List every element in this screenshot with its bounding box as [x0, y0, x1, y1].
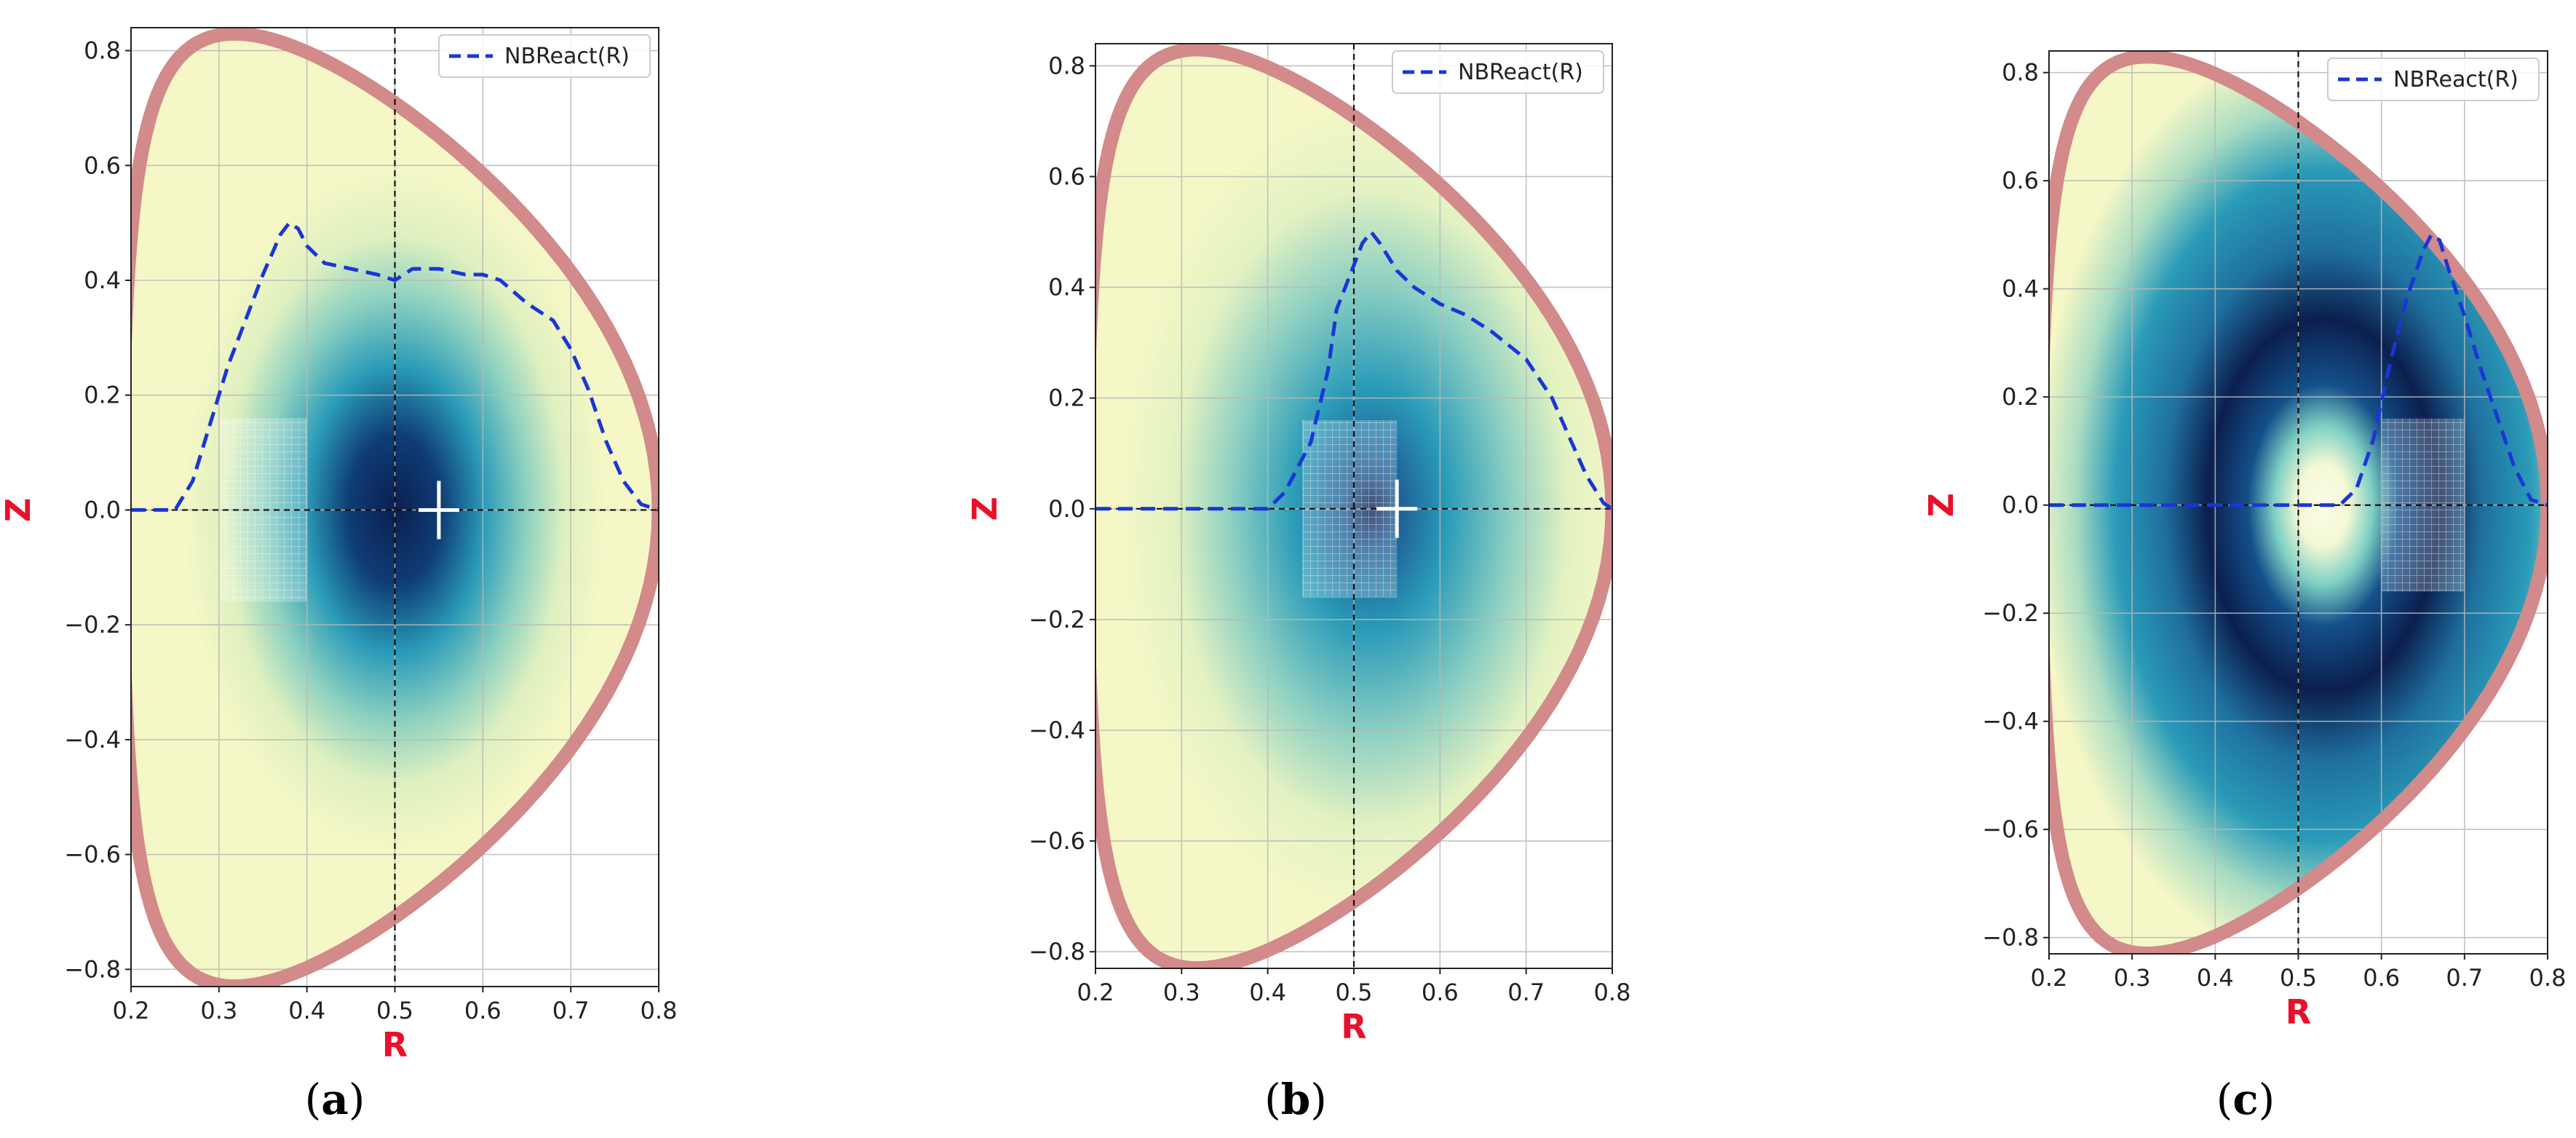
x-tick-label: 0.7 [1507, 979, 1545, 1006]
legend-box [438, 34, 651, 78]
panel-c: 0.2 0.3 0.4 0.5 0.6 0.7 0.8 0.8 0.6 0.4 0.2 0.0 −0.2… [1922, 50, 2567, 1124]
legend-label-nbreact: NBReact(R) [2393, 67, 2518, 92]
y-tick-label: −0.8 [64, 955, 121, 983]
legend: NBReact(R) [2327, 58, 2540, 101]
x-tick-label: 0.4 [288, 997, 325, 1024]
caption-paren-open: ( [305, 1075, 322, 1124]
y-tick-label: 0.0 [1048, 495, 1085, 523]
y-tick-label: −0.8 [1982, 924, 2039, 952]
legend: NBReact(R) [438, 34, 651, 78]
caption-letter: b [1281, 1075, 1311, 1124]
y-tick-label: 0.6 [84, 151, 121, 179]
y-tick-label: 0.8 [1048, 52, 1085, 79]
axes-content-b [1095, 44, 1612, 968]
y-axis-label: Z [965, 497, 1004, 521]
y-axis-label: Z [1922, 493, 1961, 517]
x-tick-label: 0.8 [641, 997, 678, 1024]
series-line-nbreact [2049, 233, 2548, 507]
y-tick-label: −0.4 [1029, 716, 1085, 744]
y-tick-label: 0.8 [84, 37, 121, 65]
caption-paren-open: ( [2216, 1075, 2233, 1124]
y-tick-label: 0.4 [2002, 275, 2039, 303]
x-tick-label: 0.3 [2114, 964, 2151, 992]
x-tick-label: 0.8 [2529, 964, 2567, 992]
y-tick-label: −0.4 [64, 726, 121, 754]
x-tick-label: 0.5 [2280, 964, 2317, 992]
x-tick-label: 0.6 [1422, 979, 1459, 1006]
plasma-wall-boundary [131, 28, 659, 987]
x-tick-label: 0.3 [1163, 979, 1200, 1006]
x-tick-label: 0.6 [2363, 964, 2400, 992]
legend-label-nbreact: NBReact(R) [1458, 60, 1583, 85]
axes-content-c [2049, 51, 2548, 954]
caption-paren-close: ) [2259, 1075, 2275, 1124]
panel-caption: (a) [305, 1075, 365, 1124]
x-tick-label: 0.5 [376, 997, 413, 1024]
plasma-wall-boundary [1095, 44, 1612, 968]
legend-box [1392, 50, 1604, 94]
legend-box [2327, 58, 2540, 101]
legend-label-nbreact: NBReact(R) [504, 44, 630, 69]
y-tick-label: 0.6 [2002, 167, 2039, 194]
panel-caption: (b) [1264, 1075, 1327, 1124]
x-tick-label: 0.8 [1594, 979, 1631, 1006]
panel-b: 0.2 0.3 0.4 0.5 0.6 0.7 0.8 0.8 0.6 0.4 0.2 0.0 −0.2… [965, 43, 1631, 1124]
x-tick-label: 0.4 [2197, 964, 2234, 992]
caption-letter: c [2232, 1075, 2258, 1124]
plasma-wall-boundary [2049, 51, 2548, 954]
x-axis-label: R [1341, 1007, 1366, 1046]
axes-content-a [131, 28, 659, 987]
x-tick-label: 0.7 [552, 997, 590, 1024]
y-tick-label: −0.2 [1982, 599, 2039, 627]
y-tick-label: 0.2 [84, 382, 121, 409]
y-tick-label: 0.0 [84, 496, 121, 523]
y-tick-label: 0.0 [2002, 491, 2039, 519]
y-tick-label: −0.2 [64, 611, 121, 639]
y-axis-label: Z [0, 498, 38, 522]
y-tick-label: 0.6 [1048, 163, 1085, 191]
caption-letter: a [321, 1075, 349, 1124]
x-tick-label: 0.2 [1077, 979, 1114, 1006]
y-tick-label: −0.6 [64, 841, 121, 869]
x-tick-label: 0.2 [2031, 964, 2068, 992]
x-tick-label: 0.6 [464, 997, 502, 1024]
x-tick-label: 0.3 [200, 997, 237, 1024]
y-tick-label: 0.2 [1048, 384, 1085, 412]
panel-a: 0.2 0.3 0.4 0.5 0.6 0.7 0.8 0.8 0.6 0.4 0.2 0.0 −0.2… [0, 27, 678, 1124]
x-tick-label: 0.4 [1249, 979, 1286, 1006]
x-tick-label: 0.7 [2446, 964, 2483, 992]
x-axis-label: R [2286, 992, 2311, 1032]
legend: NBReact(R) [1392, 50, 1604, 94]
y-tick-label: −0.8 [1029, 938, 1085, 965]
y-tick-label: 0.8 [2002, 59, 2039, 87]
series-line-nbreact [1095, 230, 1612, 511]
y-tick-label: 0.4 [84, 266, 121, 294]
caption-paren-close: ) [1310, 1075, 1327, 1124]
y-tick-label: −0.2 [1029, 606, 1085, 633]
series-line-nbreact [131, 221, 659, 512]
y-tick-label: 0.2 [2002, 383, 2039, 411]
panel-caption: (c) [2216, 1075, 2275, 1124]
x-axis-label: R [382, 1025, 408, 1064]
caption-paren-close: ) [349, 1075, 365, 1124]
y-tick-label: −0.6 [1982, 815, 2039, 843]
x-tick-label: 0.2 [113, 997, 150, 1024]
caption-paren-open: ( [1264, 1075, 1281, 1124]
y-tick-label: −0.6 [1029, 827, 1085, 855]
x-tick-label: 0.5 [1336, 979, 1373, 1006]
y-tick-label: 0.4 [1048, 274, 1085, 301]
y-tick-label: −0.4 [1982, 708, 2039, 735]
